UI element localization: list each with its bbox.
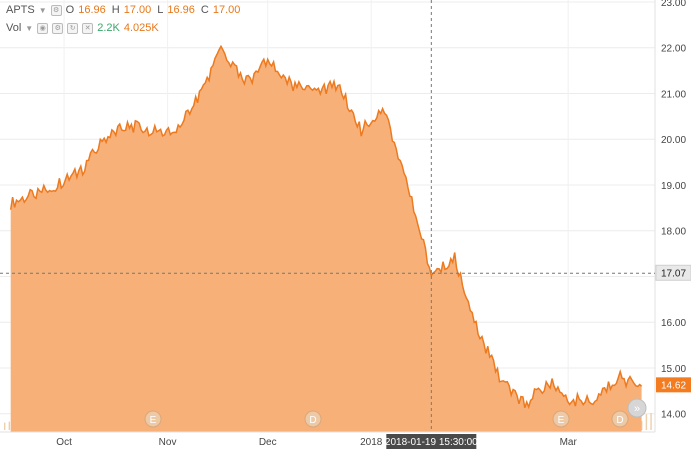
marker-letter: D — [309, 415, 316, 426]
chevron-down-icon[interactable]: ▼ — [38, 5, 47, 15]
y-tick-label: 21.00 — [661, 89, 686, 100]
eye-icon[interactable]: ◉ — [37, 22, 49, 34]
dividend-marker[interactable]: D — [304, 410, 322, 428]
marker-letter: E — [150, 415, 157, 426]
volume-value: 2.2K — [97, 22, 120, 34]
x-tick-label: Dec — [259, 437, 277, 448]
low-key: L — [157, 4, 164, 16]
y-tick-label: 19.00 — [661, 181, 686, 192]
open-key: O — [65, 4, 75, 16]
ohlc-legend: APTS ▼ ⚙ O 16.96 H 17.00 L 16.96 C 17.00 — [6, 4, 246, 16]
crosshair-time-tag — [386, 434, 477, 449]
price-line — [9, 44, 643, 410]
volume-bar — [641, 420, 643, 430]
last-price-tag: 14.62 — [656, 377, 691, 393]
y-tick-label: 15.00 — [661, 364, 686, 375]
earnings-marker[interactable]: E — [144, 410, 162, 428]
y-tick-label: 18.00 — [661, 227, 686, 238]
volume-bar — [8, 421, 11, 430]
scroll-right-button[interactable]: » — [627, 398, 647, 418]
y-tick-label: 14.00 — [661, 410, 686, 421]
high-value: 17.00 — [123, 4, 152, 16]
x-axis: Oct Nov Dec 2018 Mar — [56, 437, 577, 448]
x-tick-label: 2018 — [360, 437, 383, 448]
x-tick-label: Nov — [159, 437, 177, 448]
y-tick-label: 22.00 — [661, 44, 686, 55]
settings-icon[interactable]: ⚙ — [50, 4, 62, 16]
low-value: 16.96 — [167, 4, 195, 16]
close-key: C — [200, 4, 209, 16]
crosshair-time-label: 2018-01-19 15:30:00 — [385, 437, 478, 448]
volume-legend: Vol ▼ ◉ ⚙ ↻ ✕ 2.2K 4.025K — [6, 22, 163, 34]
y-tick-label: 23.00 — [661, 0, 686, 9]
symbol-label[interactable]: APTS — [6, 4, 35, 16]
close-value: 17.00 — [212, 4, 241, 16]
crosshair-price-tag — [655, 264, 691, 281]
vol-label[interactable]: Vol — [6, 22, 22, 34]
price-area — [10, 46, 642, 433]
last-price-badge — [656, 377, 691, 393]
y-tick-label: 16.00 — [661, 318, 686, 329]
volume-bar — [650, 413, 652, 430]
close-icon[interactable]: ✕ — [82, 22, 94, 34]
chevron-down-icon[interactable]: ▼ — [25, 23, 34, 33]
y-tick-label: 20.00 — [661, 135, 686, 146]
double-chevron-right-icon: » — [634, 403, 640, 415]
earnings-marker[interactable]: E — [552, 410, 570, 428]
x-tick-label: Oct — [56, 437, 72, 448]
volume-bar — [4, 422, 6, 430]
refresh-icon[interactable]: ↻ — [67, 22, 79, 34]
marker-letter: D — [616, 415, 623, 426]
settings-icon[interactable]: ⚙ — [52, 22, 64, 34]
open-value: 16.96 — [78, 4, 106, 16]
crosshair-price-label: 17.07 — [661, 268, 686, 279]
high-key: H — [111, 4, 120, 16]
dividend-marker[interactable]: D — [611, 410, 629, 428]
last-price-label: 14.62 — [661, 380, 686, 391]
volume-bar — [645, 414, 648, 430]
volume-ma-value: 4.025K — [123, 22, 159, 34]
marker-letter: E — [558, 415, 565, 426]
x-tick-label: Mar — [560, 437, 578, 448]
